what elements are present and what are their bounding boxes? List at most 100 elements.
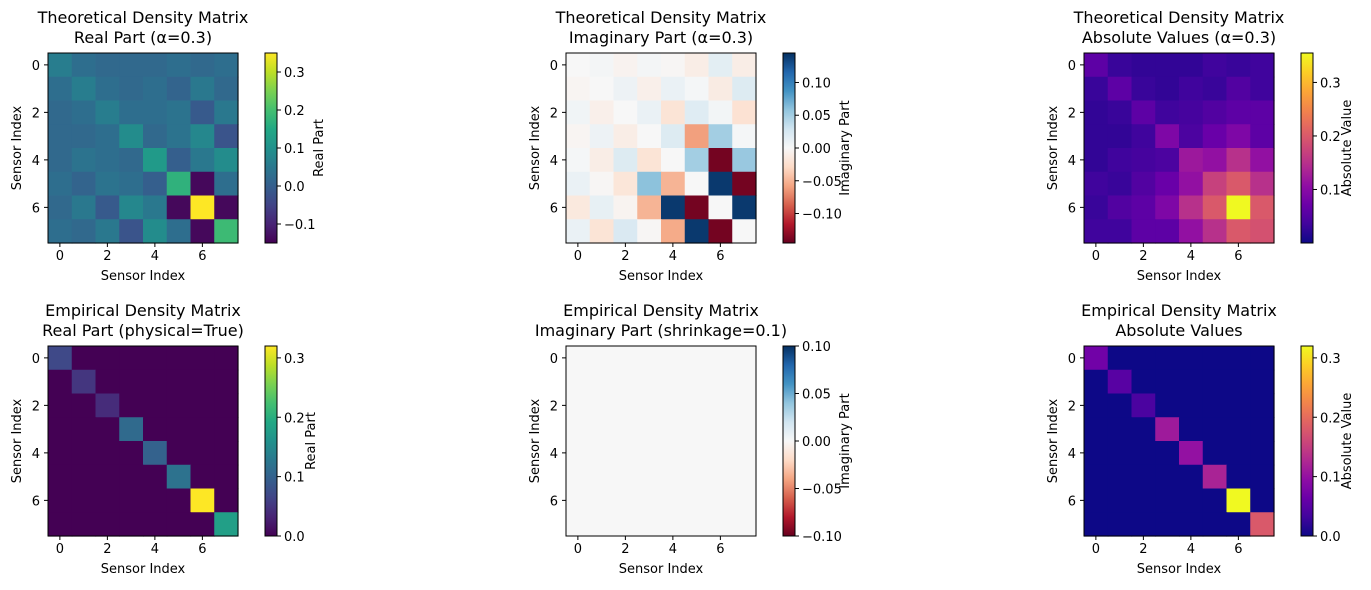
heatmap-cell xyxy=(661,76,686,102)
heatmap-cell xyxy=(1179,488,1204,513)
heatmap-cell xyxy=(684,369,710,395)
panel-title-line: Theoretical Density Matrix xyxy=(555,8,767,27)
heatmap-cell xyxy=(95,464,120,490)
x-tick-label: 2 xyxy=(1139,542,1147,557)
panel-title: Empirical Density Matrix Real Part (physi… xyxy=(42,301,244,340)
heatmap-cell xyxy=(166,488,192,513)
x-tick-label: 4 xyxy=(1187,249,1195,264)
x-axis-label: Sensor Index xyxy=(101,269,186,284)
heatmap-cell xyxy=(48,148,73,173)
heatmap-cell xyxy=(1155,417,1180,442)
heatmap-cell xyxy=(166,441,192,466)
heatmap-cell xyxy=(637,464,662,490)
heatmap-cell xyxy=(143,369,168,395)
heatmap-cell xyxy=(214,393,239,418)
heatmap-cell xyxy=(48,417,73,442)
colorbar-tick-label: 0.2 xyxy=(1320,411,1341,426)
heatmap-cell xyxy=(95,417,120,442)
heatmap-cell xyxy=(95,53,120,78)
heatmap-cell xyxy=(566,464,591,490)
heatmap-cell xyxy=(1084,512,1109,537)
heatmap-cell xyxy=(637,417,662,442)
heatmap-cell xyxy=(589,417,615,442)
y-tick-label: 6 xyxy=(550,494,558,509)
x-tick-label: 6 xyxy=(716,249,724,264)
heatmap-cell xyxy=(1202,100,1228,125)
colorbar-tick-label: 0.3 xyxy=(284,66,305,81)
heatmap-cell xyxy=(1250,346,1275,371)
heatmap-cell xyxy=(637,512,662,537)
panel-title: Empirical Density Matrix Imaginary Part (… xyxy=(535,301,787,340)
heatmap-cell xyxy=(166,417,192,442)
heatmap-cell xyxy=(119,195,144,220)
heatmap-cell xyxy=(190,53,215,78)
colorbar-label: Real Part xyxy=(312,119,327,177)
heatmap-cell xyxy=(1155,464,1180,490)
heatmap-cell xyxy=(48,488,73,513)
heatmap-cell xyxy=(1131,53,1156,78)
heatmap-cell xyxy=(1202,171,1228,197)
heatmap-cell xyxy=(1107,148,1133,173)
y-tick-label: 4 xyxy=(550,154,558,169)
heatmap-cell xyxy=(119,441,144,466)
heatmap-cell xyxy=(1107,219,1133,244)
panel-title: Theoretical Density Matrix Absolute Value… xyxy=(1073,8,1285,47)
heatmap-cell xyxy=(589,464,615,490)
heatmap-cell xyxy=(1155,346,1180,371)
heatmap-cell xyxy=(637,76,662,102)
heatmap-cell xyxy=(1202,512,1228,537)
heatmap-cell xyxy=(684,441,710,466)
heatmap-cell xyxy=(589,148,615,173)
heatmap-cell xyxy=(1250,464,1275,490)
heatmap-cell xyxy=(661,441,686,466)
heatmap-cell xyxy=(1202,195,1228,220)
heatmap-cell xyxy=(1179,76,1204,102)
axes-frame xyxy=(565,345,757,537)
heatmap-cell xyxy=(732,53,757,78)
y-tick-label: 0 xyxy=(1068,352,1076,367)
panel-title-line: Real Part (α=0.3) xyxy=(74,28,212,47)
colorbar-tick-label: −0.05 xyxy=(802,483,842,498)
heatmap-cell xyxy=(1131,346,1156,371)
heatmap-cell xyxy=(214,195,239,220)
heatmap-cell xyxy=(708,219,733,244)
heatmap-cell xyxy=(71,53,97,78)
heatmap-cell xyxy=(708,171,733,197)
panel-title-line: Imaginary Part (α=0.3) xyxy=(569,28,753,47)
heatmap-cell xyxy=(1226,369,1251,395)
heatmap-cell xyxy=(661,512,686,537)
heatmap-cell xyxy=(708,346,733,371)
heatmap-cell xyxy=(613,171,638,197)
panel-title-line: Theoretical Density Matrix xyxy=(37,8,249,27)
heatmap-cell xyxy=(589,219,615,244)
x-tick-label: 6 xyxy=(1234,542,1242,557)
axes-frame xyxy=(1083,345,1275,537)
heatmap-cell xyxy=(214,53,239,78)
x-tick-label: 4 xyxy=(151,542,159,557)
x-axis-label: Sensor Index xyxy=(619,562,704,577)
heatmap-cell xyxy=(166,512,192,537)
heatmap-cell xyxy=(1250,76,1275,102)
heatmap-cell xyxy=(1107,124,1133,149)
heatmap-cell xyxy=(589,393,615,418)
heatmap-cell xyxy=(566,417,591,442)
heatmap-cell xyxy=(1179,512,1204,537)
heatmap-cell xyxy=(684,393,710,418)
y-tick-label: 6 xyxy=(32,201,40,216)
colorbar xyxy=(782,345,796,537)
heatmap-cell xyxy=(166,124,192,149)
heatmap-cell xyxy=(1226,195,1251,220)
heatmap-cell xyxy=(71,488,97,513)
heatmap-cell xyxy=(95,124,120,149)
y-axis-label: Sensor Index xyxy=(528,105,543,190)
panel-3: Theoretical Density Matrix Absolute Value… xyxy=(1046,8,1355,284)
heatmap-cell xyxy=(166,219,192,244)
heatmap-cell xyxy=(95,512,120,537)
heatmap-cell xyxy=(732,464,757,490)
y-tick-label: 2 xyxy=(550,399,558,414)
heatmap-cell xyxy=(684,488,710,513)
heatmap-cell xyxy=(214,488,239,513)
heatmap-cell xyxy=(71,464,97,490)
heatmap-cell xyxy=(708,488,733,513)
heatmap-cell xyxy=(661,346,686,371)
